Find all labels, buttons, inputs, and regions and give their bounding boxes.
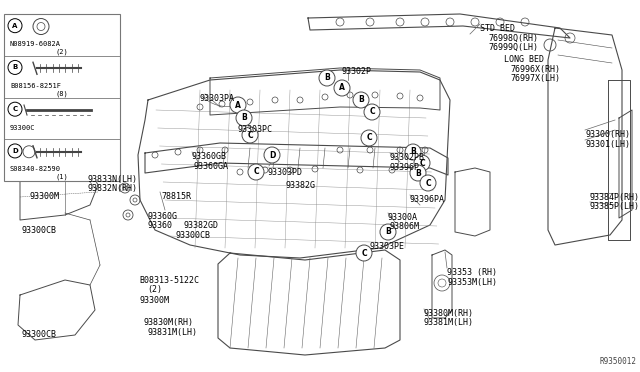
Text: B: B — [12, 64, 18, 70]
Text: 93831M(LH): 93831M(LH) — [147, 328, 197, 337]
Text: 93353M(LH): 93353M(LH) — [447, 278, 497, 287]
Circle shape — [420, 175, 436, 191]
Circle shape — [248, 164, 264, 180]
Text: 93382G: 93382G — [285, 181, 315, 190]
Circle shape — [414, 155, 430, 171]
Text: LONG BED: LONG BED — [504, 55, 544, 64]
Text: 93353 (RH): 93353 (RH) — [447, 268, 497, 277]
Text: B: B — [324, 74, 330, 83]
Text: 76999Q(LH): 76999Q(LH) — [488, 43, 538, 52]
Text: 93300CB: 93300CB — [22, 330, 57, 339]
Circle shape — [364, 104, 380, 120]
Text: 76996X(RH): 76996X(RH) — [510, 65, 560, 74]
Text: 93360GA: 93360GA — [193, 162, 228, 171]
Circle shape — [242, 127, 258, 143]
Text: 93300M: 93300M — [140, 296, 170, 305]
Circle shape — [356, 245, 372, 261]
Text: A: A — [339, 83, 345, 93]
Text: 93360GB: 93360GB — [192, 152, 227, 161]
Text: R9350012: R9350012 — [599, 357, 636, 366]
Text: 93360: 93360 — [148, 221, 173, 230]
Text: 93382GD: 93382GD — [183, 221, 218, 230]
Text: 93830M(RH): 93830M(RH) — [144, 318, 194, 327]
Text: B: B — [241, 113, 247, 122]
Text: C: C — [12, 106, 17, 112]
Text: 93396P: 93396P — [390, 163, 420, 172]
Text: (2): (2) — [56, 48, 68, 55]
Text: 93396PA: 93396PA — [410, 195, 445, 204]
Text: (8): (8) — [56, 90, 68, 97]
Text: 78815R: 78815R — [161, 192, 191, 201]
Text: A: A — [235, 100, 241, 109]
Text: 93302P: 93302P — [342, 67, 372, 76]
Circle shape — [230, 97, 246, 113]
Circle shape — [410, 165, 426, 181]
Text: 93380M(RH): 93380M(RH) — [424, 309, 474, 318]
Text: 93300CB: 93300CB — [175, 231, 210, 240]
Text: 93833N(LH): 93833N(LH) — [87, 175, 137, 184]
Text: 93300(RH): 93300(RH) — [585, 130, 630, 139]
Circle shape — [334, 80, 350, 96]
Text: 93384P(RH): 93384P(RH) — [590, 193, 640, 202]
Text: 93303PD: 93303PD — [268, 168, 303, 177]
Text: 93303PA: 93303PA — [200, 94, 235, 103]
Text: (1): (1) — [56, 174, 68, 180]
Text: 93385P(LH): 93385P(LH) — [590, 202, 640, 211]
Text: (2): (2) — [147, 285, 162, 294]
Text: B: B — [410, 148, 416, 157]
Text: C: C — [253, 167, 259, 176]
Text: STD BED: STD BED — [480, 24, 515, 33]
Text: S08340-82590: S08340-82590 — [10, 166, 61, 172]
Text: 76997X(LH): 76997X(LH) — [510, 74, 560, 83]
Circle shape — [380, 224, 396, 240]
Text: 93300M: 93300M — [29, 192, 59, 201]
Text: 93303PE: 93303PE — [370, 242, 405, 251]
Circle shape — [236, 110, 252, 126]
Text: 93360G: 93360G — [148, 212, 178, 221]
Bar — [4, 14, 120, 181]
Text: B: B — [385, 228, 391, 237]
Text: D: D — [269, 151, 275, 160]
Circle shape — [405, 144, 421, 160]
Text: 93301(LH): 93301(LH) — [585, 140, 630, 149]
Text: 93806M: 93806M — [390, 222, 420, 231]
Circle shape — [353, 92, 369, 108]
Text: B: B — [358, 96, 364, 105]
Text: B08156-8251F: B08156-8251F — [10, 83, 61, 89]
Text: 76998Q(RH): 76998Q(RH) — [488, 34, 538, 43]
Circle shape — [361, 130, 377, 146]
Circle shape — [319, 70, 335, 86]
Circle shape — [264, 147, 280, 163]
Text: 93832N(RH): 93832N(RH) — [87, 184, 137, 193]
Text: C: C — [366, 134, 372, 142]
Text: C: C — [247, 131, 253, 140]
Text: C: C — [425, 179, 431, 187]
Text: D: D — [12, 148, 18, 154]
Text: 93300A: 93300A — [387, 213, 417, 222]
Text: 93300C: 93300C — [10, 125, 35, 131]
Text: 93303PC: 93303PC — [238, 125, 273, 134]
Text: N08919-6082A: N08919-6082A — [10, 41, 61, 47]
Text: C: C — [361, 248, 367, 257]
Text: B: B — [415, 169, 421, 177]
Text: 93381M(LH): 93381M(LH) — [424, 318, 474, 327]
Text: B08313-5122C: B08313-5122C — [139, 276, 199, 285]
Text: C: C — [369, 108, 375, 116]
Text: 93302PB: 93302PB — [390, 153, 425, 162]
Text: C: C — [419, 158, 425, 167]
Text: A: A — [12, 23, 18, 29]
Text: 93300CB: 93300CB — [22, 226, 57, 235]
